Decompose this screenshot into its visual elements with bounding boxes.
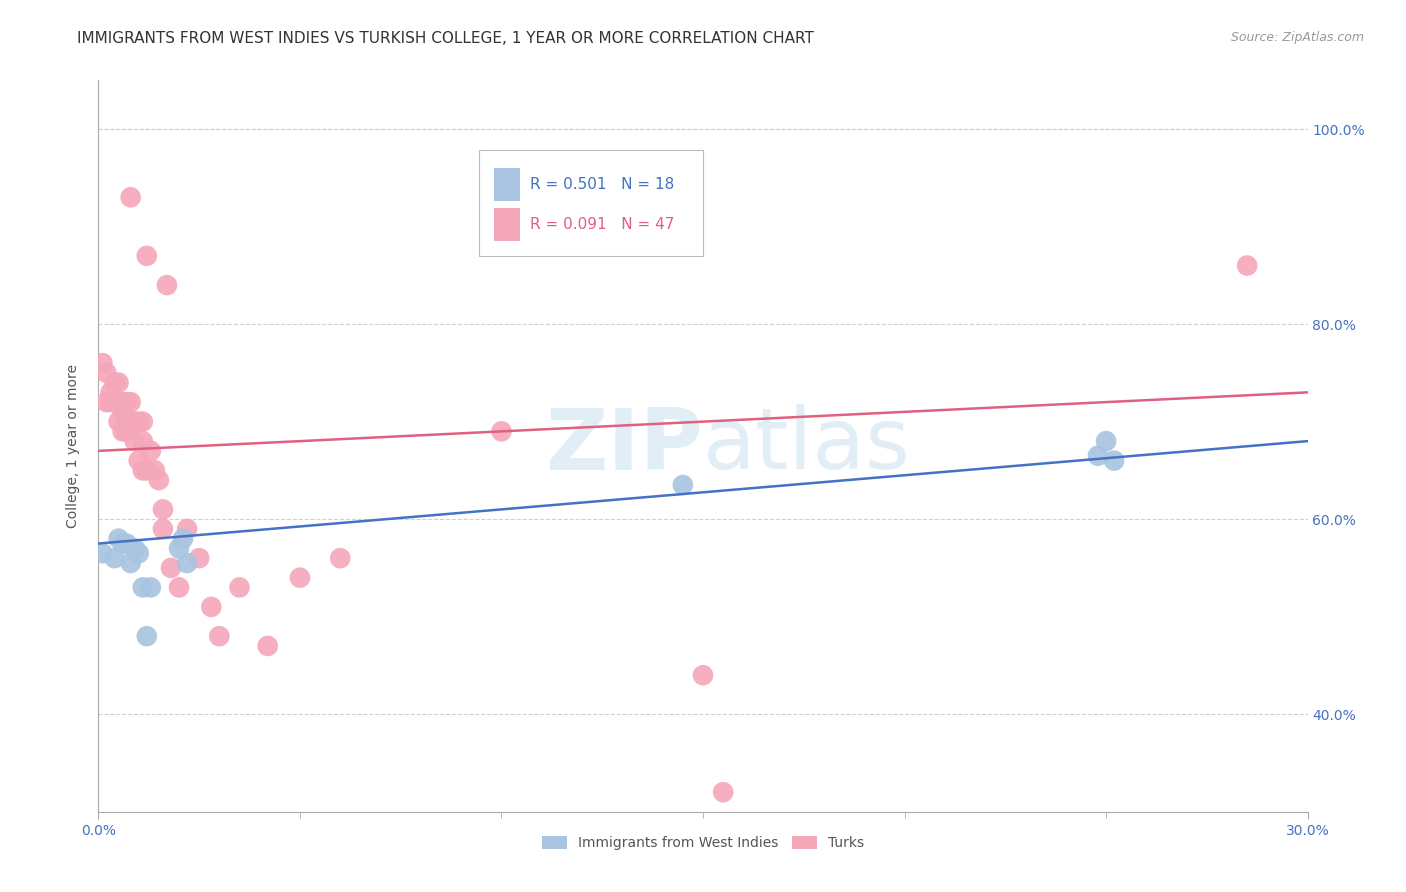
Point [120,395,142,409]
Point [167,581,190,595]
Point [143,463,166,477]
Point [107,395,129,409]
Point [1095,434,1118,449]
Point [288,571,311,585]
Point [156,278,179,293]
Point [160,561,183,575]
Point [148,473,170,487]
Point [132,463,155,477]
FancyBboxPatch shape [494,168,520,201]
Point [1087,449,1109,463]
Point [152,502,174,516]
Point [172,532,194,546]
Point [124,415,146,429]
Point [188,551,211,566]
Point [91,546,114,560]
Point [120,190,142,204]
Point [111,536,134,550]
Legend: Immigrants from West Indies, Turks: Immigrants from West Indies, Turks [536,830,870,856]
Point [132,415,155,429]
Point [491,425,513,439]
Point [120,556,142,570]
Point [111,405,134,419]
FancyBboxPatch shape [479,150,703,256]
Point [711,785,734,799]
Point [128,415,150,429]
Point [124,541,146,556]
Point [100,395,122,409]
Point [672,478,695,492]
Point [96,395,118,409]
Point [115,395,138,409]
Point [103,376,125,390]
Point [152,522,174,536]
Point [1236,259,1258,273]
Point [139,581,162,595]
Point [128,453,150,467]
Point [167,541,190,556]
FancyBboxPatch shape [494,208,520,241]
Point [115,425,138,439]
Point [132,581,155,595]
Point [132,434,155,449]
Point [96,366,118,380]
Point [692,668,714,682]
Y-axis label: College, 1 year or more: College, 1 year or more [66,364,80,528]
Point [176,522,198,536]
Text: R = 0.501   N = 18: R = 0.501 N = 18 [530,177,675,192]
Point [111,395,134,409]
Point [128,546,150,560]
Point [329,551,352,566]
Point [256,639,278,653]
Point [115,415,138,429]
Point [135,463,157,477]
Point [107,415,129,429]
Point [100,385,122,400]
Point [124,434,146,449]
Point [103,551,125,566]
Text: R = 0.091   N = 47: R = 0.091 N = 47 [530,218,675,232]
Point [107,376,129,390]
Point [107,532,129,546]
Text: IMMIGRANTS FROM WEST INDIES VS TURKISH COLLEGE, 1 YEAR OR MORE CORRELATION CHART: IMMIGRANTS FROM WEST INDIES VS TURKISH C… [77,31,814,46]
Point [135,629,157,643]
Point [103,395,125,409]
Point [139,443,162,458]
Point [111,425,134,439]
Point [1102,453,1125,467]
Text: atlas: atlas [703,404,911,488]
Point [91,356,114,370]
Point [200,599,222,614]
Point [228,581,250,595]
Point [115,536,138,550]
Text: ZIP: ZIP [546,404,703,488]
Point [208,629,231,643]
Point [135,249,157,263]
Text: Source: ZipAtlas.com: Source: ZipAtlas.com [1230,31,1364,45]
Point [176,556,198,570]
